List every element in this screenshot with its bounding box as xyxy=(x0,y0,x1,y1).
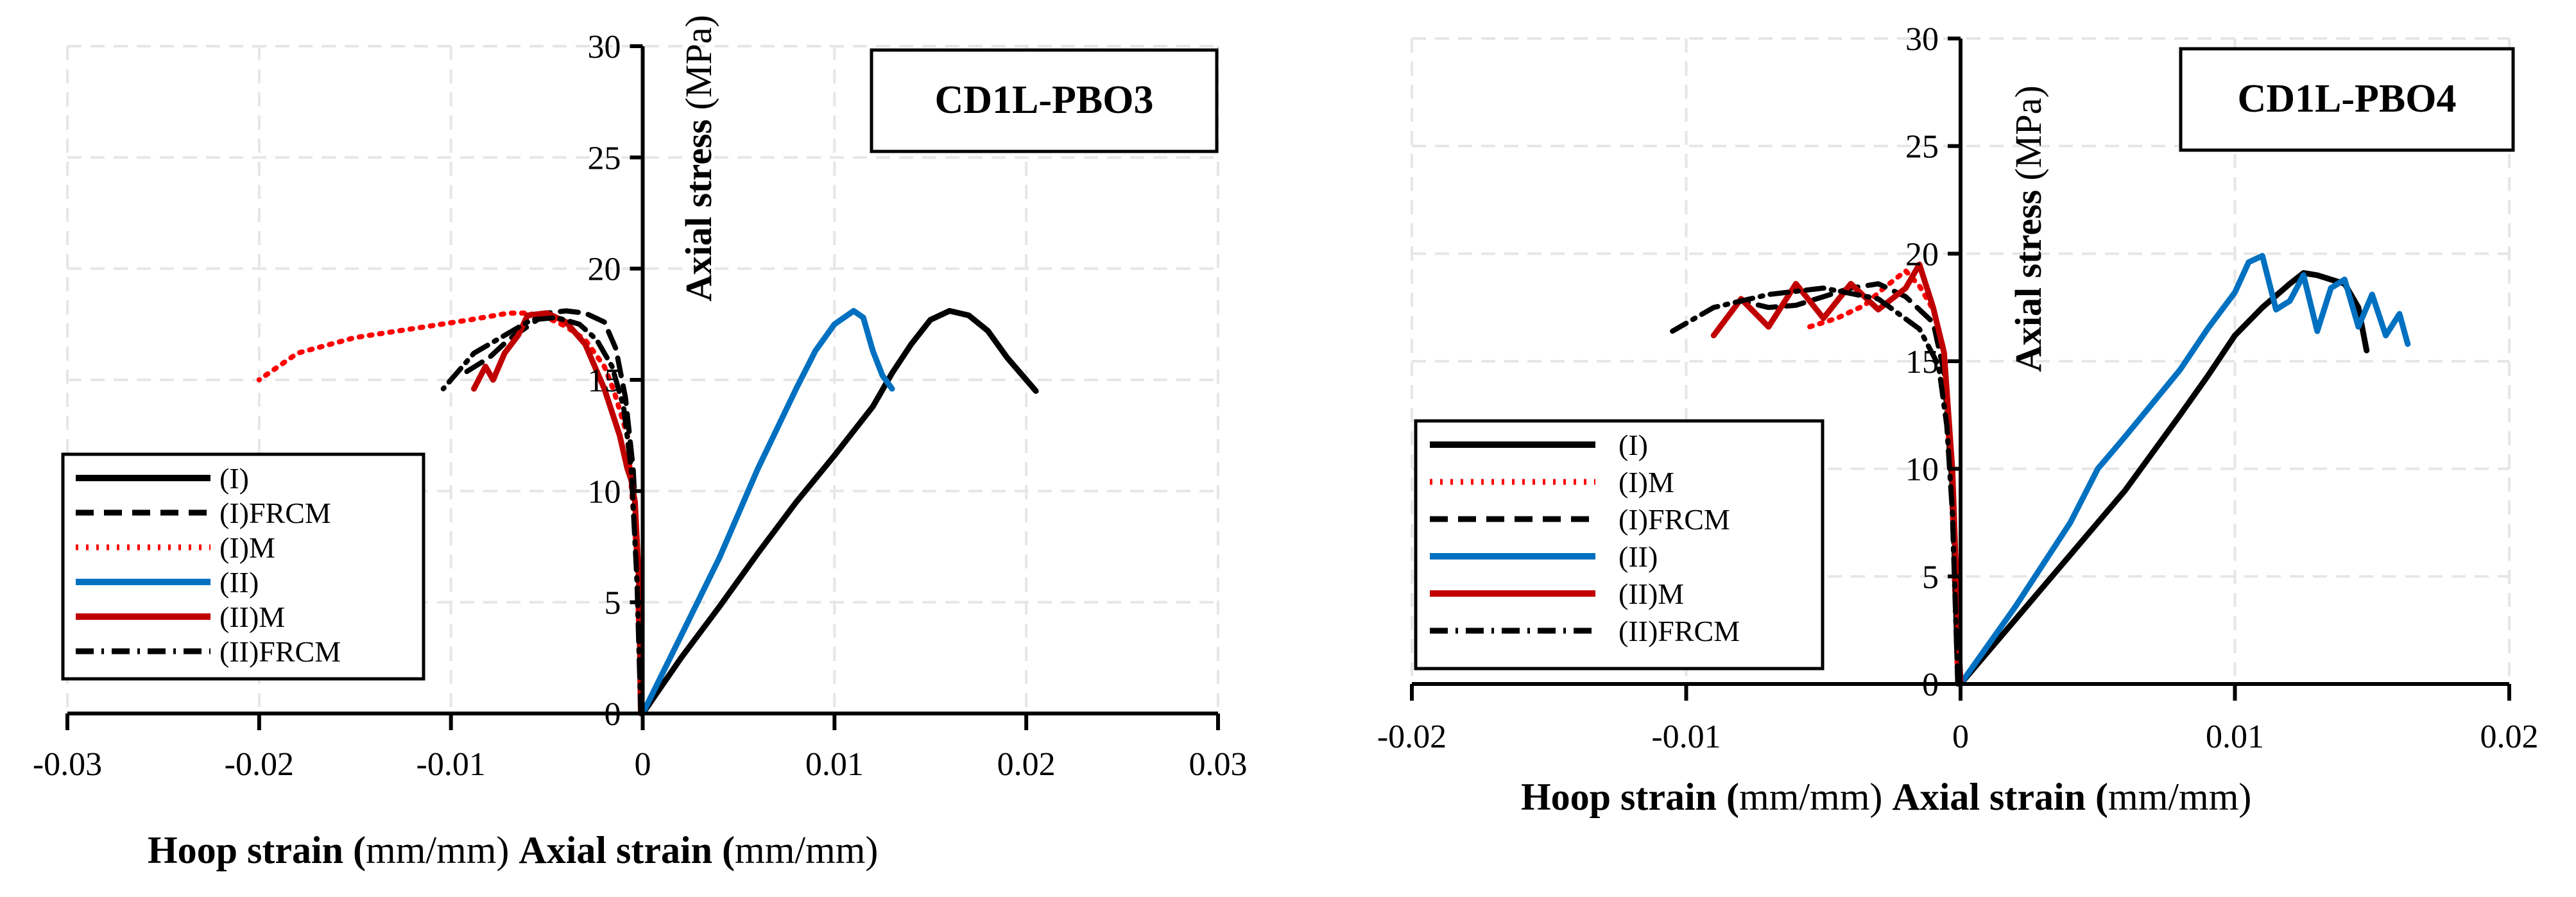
chart-0-y-tick-label: 30 xyxy=(588,29,621,65)
chart-1-legend-label: (II)M xyxy=(1619,577,1684,610)
chart-0-axes: -0.03 -0.02 -0.01 0 0.01 0.02 0.03 0 5 10 15 20 25 30 xyxy=(33,29,1248,783)
chart-1-axes: -0.02 -0.01 0 0.01 0.02 0 5 10 15 20 25 30 xyxy=(1377,21,2539,755)
chart-0-series-i xyxy=(640,308,1039,717)
chart-0-series-iifrcm xyxy=(440,314,644,716)
chart-0-x-tick-label: -0.01 xyxy=(416,746,486,783)
chart-1-legend-label: (I)FRCM xyxy=(1619,503,1730,536)
chart-1-series-ii xyxy=(1957,253,2411,687)
chart-1-y-tick-label: 15 xyxy=(1905,344,1939,380)
chart-0-plot-area xyxy=(256,308,1039,717)
chart-1-x-tick-label: 0.01 xyxy=(2206,719,2264,755)
chart-0-legend-label: (I)M xyxy=(219,531,275,564)
chart-0-legend-label: (I)FRCM xyxy=(219,497,331,529)
chart-0-title: CD1L-PBO3 xyxy=(935,78,1154,122)
chart-0-x-tick-label: -0.02 xyxy=(225,746,294,783)
chart-cd1l-pbo4: -0.02 -0.01 0 0.01 0.02 0 5 10 15 20 25 30 CD1L-PBO… xyxy=(1377,21,2539,818)
chart-0-y-tick-label: 20 xyxy=(588,252,621,288)
chart-0-y-tick-label: 0 xyxy=(605,696,621,733)
chart-0-x-tick-label: 0 xyxy=(635,746,651,783)
chart-0-legend-label: (I) xyxy=(219,462,249,495)
chart-1-y-axis-label: Axial stress (MPa) xyxy=(2007,85,2049,372)
chart-1-legend-label: (I)M xyxy=(1619,466,1674,499)
chart-0-x-tick-label: -0.03 xyxy=(33,746,102,783)
chart-1-legend-label: (II) xyxy=(1619,540,1658,573)
chart-0-series-ii xyxy=(640,308,895,717)
chart-0-y-tick-label: 5 xyxy=(605,585,621,622)
chart-0-legend-label: (II)FRCM xyxy=(219,635,341,668)
chart-1-legend: (I) (I)M (I)FRCM (II) (II)M (II)FRCM xyxy=(1414,419,1825,671)
chart-0-x-axis-label: Hoop strain (mm/mm) Axial strain (mm/mm) xyxy=(148,829,878,871)
chart-cd1l-pbo3: -0.03 -0.02 -0.01 0 0.01 0.02 0.03 0 5 10 15 20 25 30… xyxy=(33,15,1248,871)
chart-1-x-tick-label: -0.01 xyxy=(1651,719,1721,755)
chart-1-series-iim xyxy=(1710,261,1964,687)
chart-1-y-tick-label: 20 xyxy=(1905,236,1939,273)
chart-1-legend-label: (II)FRCM xyxy=(1619,615,1740,647)
chart-0-legend: (I)(I)FRCM(I)M(II)(II)M(II)FRCM xyxy=(61,452,425,681)
chart-1-x-tick-label: -0.02 xyxy=(1377,719,1447,755)
chart-1-x-tick-label: 0 xyxy=(1952,719,1969,755)
chart-1-x-tick-label: 0.02 xyxy=(2480,719,2539,755)
chart-1-y-tick-label: 25 xyxy=(1905,129,1939,166)
chart-0-x-tick-label: 0.03 xyxy=(1189,746,1248,783)
chart-1-legend-label: (I) xyxy=(1619,429,1648,461)
chart-0-x-tick-label: 0.01 xyxy=(805,746,864,783)
chart-1-title: CD1L-PBO4 xyxy=(2238,77,2457,121)
chart-0-x-tick-label: 0.02 xyxy=(997,746,1056,783)
chart-0-y-tick-label: 25 xyxy=(588,140,621,176)
chart-1-y-tick-label: 5 xyxy=(1922,559,1939,595)
chart-1-x-axis-label: Hoop strain (mm/mm) Axial strain (mm/mm) xyxy=(1521,776,2251,818)
chart-0-y-tick-label: 10 xyxy=(588,474,621,510)
chart-1-y-tick-label: 30 xyxy=(1905,21,1939,58)
chart-0-series-im xyxy=(256,311,644,716)
chart-0-y-axis-label: Axial stress (MPa) xyxy=(678,15,719,302)
chart-1-y-tick-label: 0 xyxy=(1922,667,1939,703)
chart-0-legend-label: (II)M xyxy=(219,601,285,633)
chart-0-y-tick-label: 15 xyxy=(588,363,621,399)
chart-1-y-tick-label: 10 xyxy=(1905,452,1939,488)
chart-1-title-box: CD1L-PBO4 xyxy=(2179,47,2515,152)
chart-0-legend-label: (II) xyxy=(219,566,259,599)
chart-0-title-box: CD1L-PBO3 xyxy=(870,48,1219,153)
